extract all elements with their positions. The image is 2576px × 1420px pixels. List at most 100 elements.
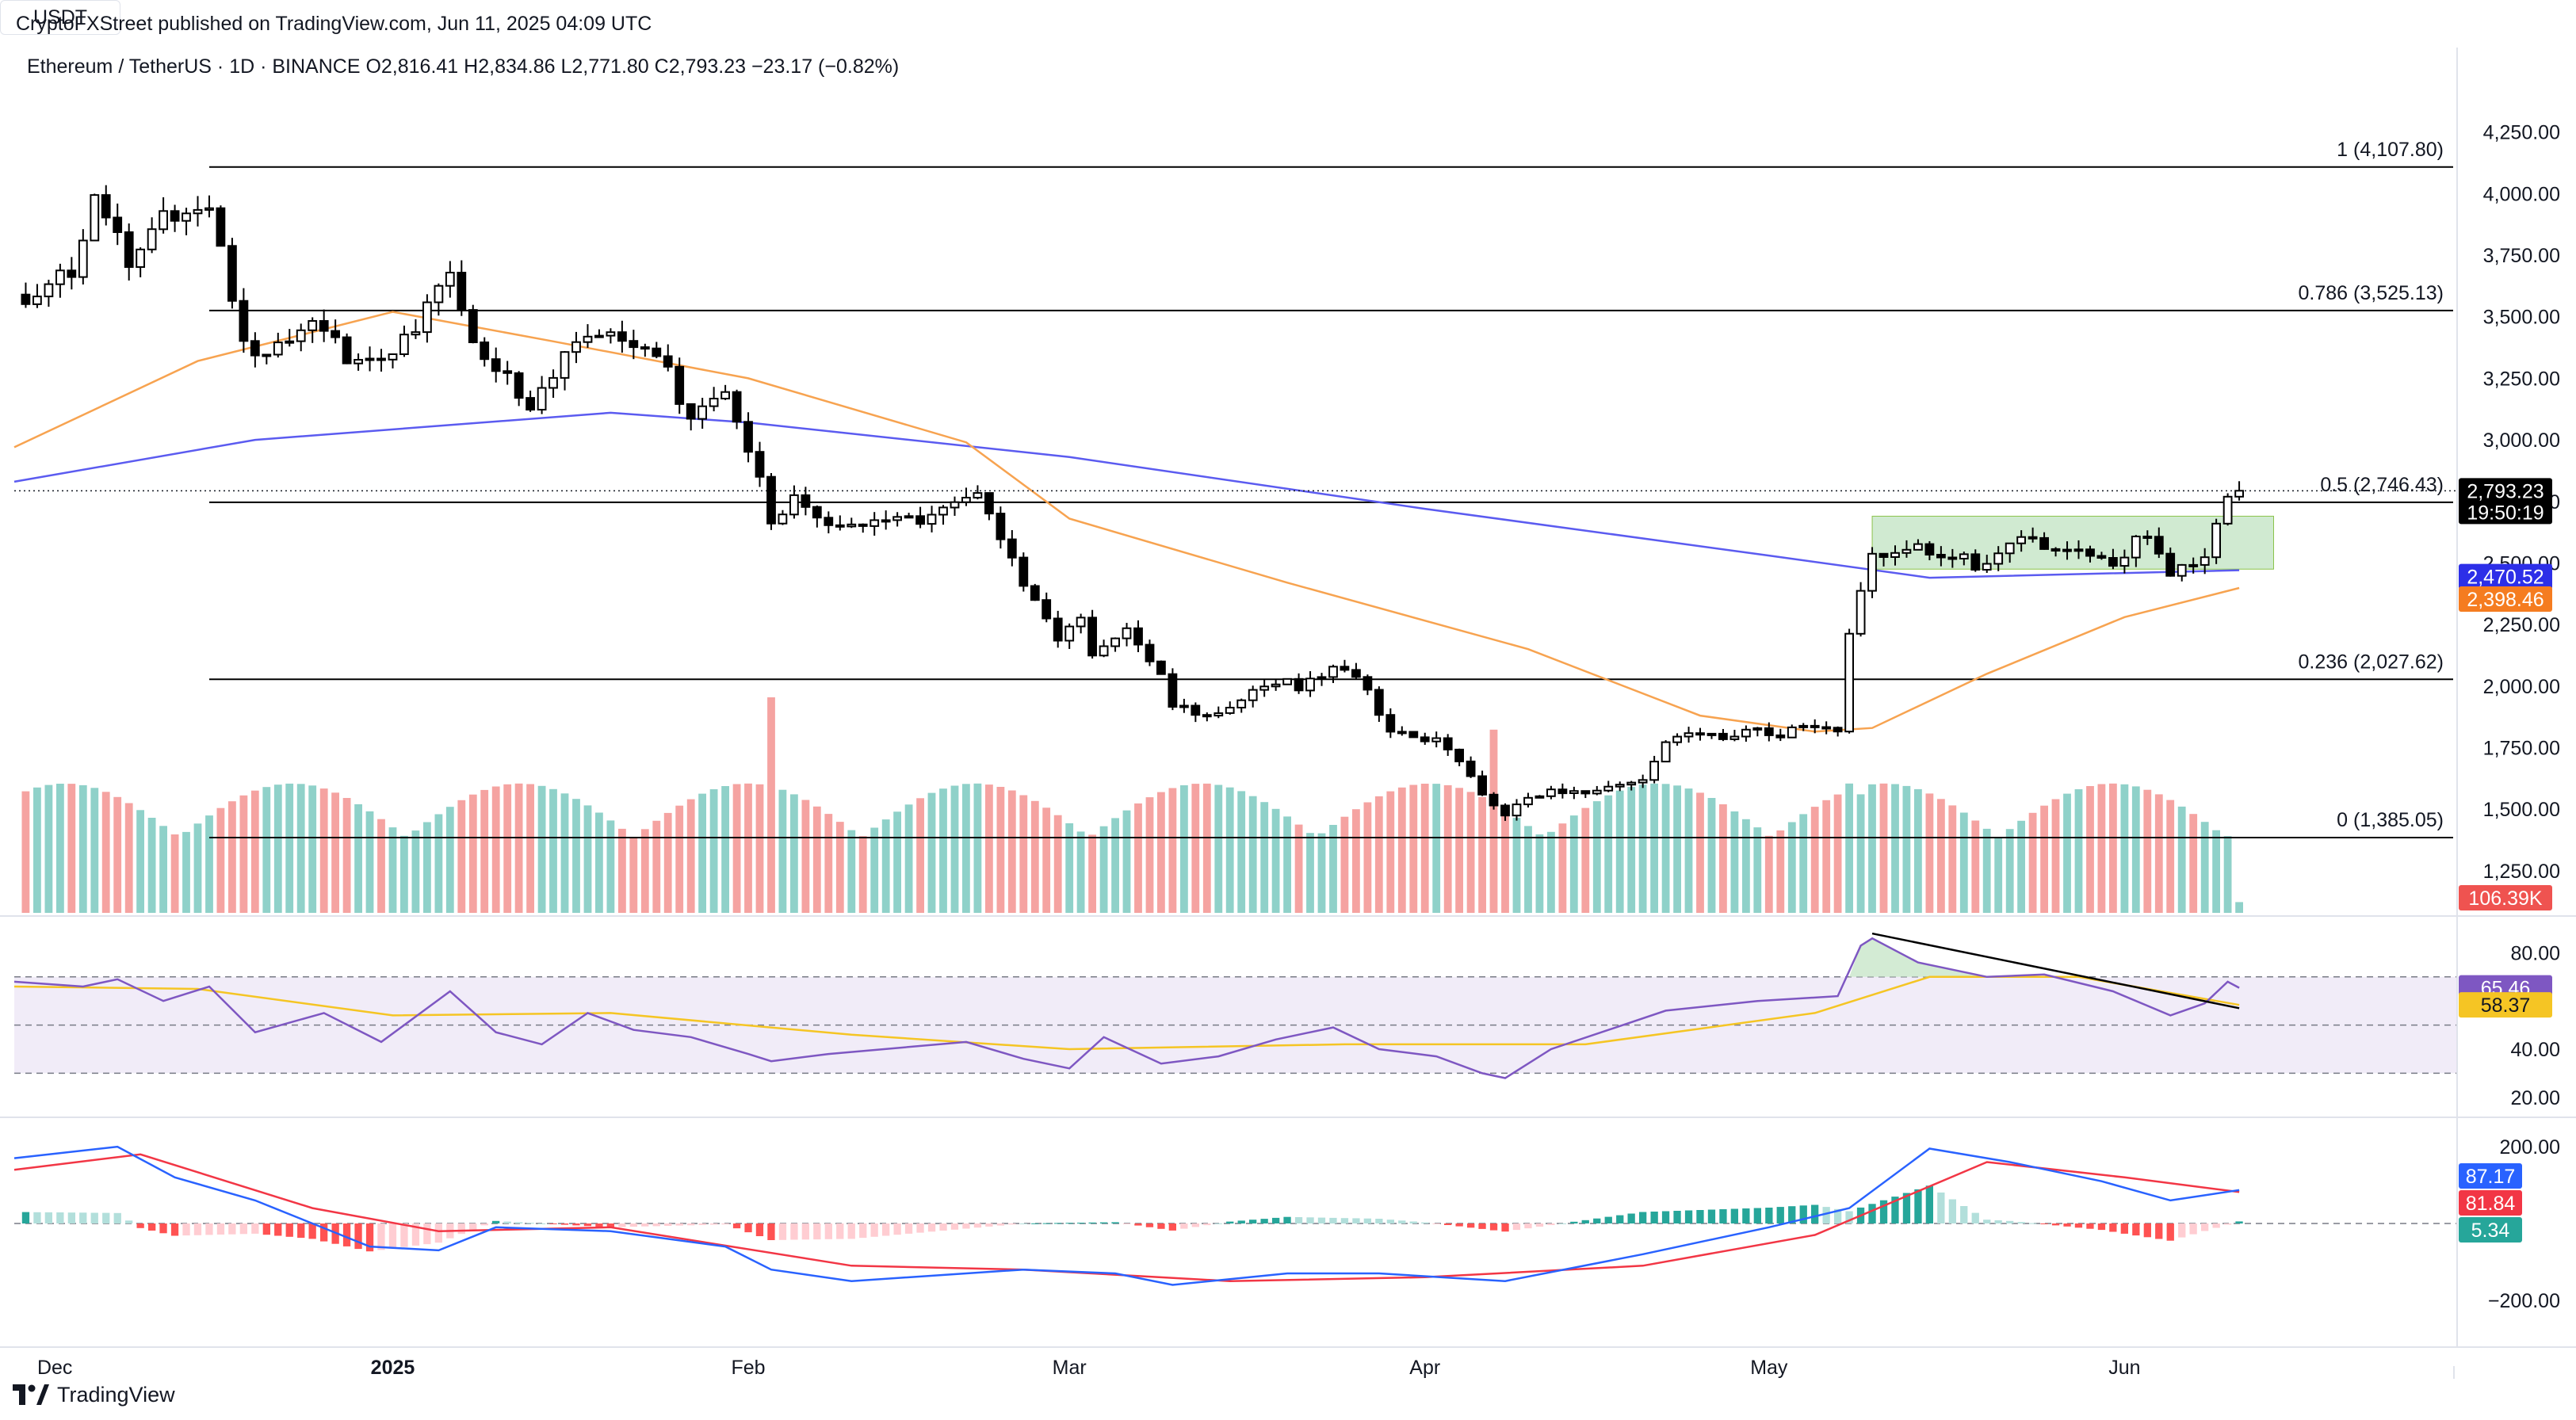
macd-histogram-bar <box>652 1223 660 1227</box>
candle-body <box>617 331 627 342</box>
volume-bar <box>755 784 764 913</box>
macd-histogram-bar <box>2029 1223 2037 1224</box>
candle-body <box>1225 707 1235 714</box>
volume-bar <box>790 794 798 913</box>
macd-histogram-bar <box>1467 1223 1475 1228</box>
candle-body <box>1833 727 1843 733</box>
candle-body <box>227 245 237 302</box>
candle-body <box>1752 727 1763 731</box>
volume-bar <box>1615 790 1624 913</box>
rsi-axis-tick-label: 20.00 <box>2510 1087 2560 1109</box>
macd-histogram-bar <box>469 1223 477 1230</box>
macd-histogram-bar <box>2006 1220 2014 1223</box>
macd-histogram-bar <box>1260 1219 1268 1223</box>
candle-body <box>869 519 880 527</box>
macd-histogram-bar <box>1157 1223 1165 1229</box>
candle-body <box>170 210 180 222</box>
candle-body <box>675 365 685 405</box>
fib-level-label: 0 (1,385.05) <box>2337 809 2444 831</box>
macd-histogram-bar <box>2051 1223 2060 1226</box>
volume-bar <box>1409 784 1418 913</box>
volume-bar <box>1386 791 1395 913</box>
candle-body <box>2062 548 2072 552</box>
volume-bar <box>2200 822 2209 913</box>
candle-body <box>1787 726 1797 739</box>
candle-body <box>273 342 283 356</box>
volume-bar <box>526 784 534 913</box>
price-axis-tick-label: 1,750.00 <box>2483 738 2560 760</box>
candle-body <box>1982 563 1992 571</box>
macd-histogram-bar <box>1616 1215 1624 1223</box>
tradingview-logo-icon <box>13 1384 49 1405</box>
volume-bar <box>468 794 477 913</box>
volume-bar <box>2028 812 2037 913</box>
candle-body <box>1294 678 1304 692</box>
volume-bar <box>2166 800 2175 913</box>
macd-histogram-bar <box>583 1223 592 1227</box>
volume-bar <box>1478 796 1486 913</box>
macd-histogram-bar <box>102 1212 110 1223</box>
volume-bar <box>560 793 569 913</box>
macd-histogram-bar <box>1134 1223 1142 1226</box>
candle-body <box>55 269 65 285</box>
candle-body <box>560 351 570 379</box>
candle-body <box>1041 599 1052 620</box>
tradingview-logo[interactable]: TradingView <box>13 1380 175 1409</box>
candle-body <box>938 506 948 516</box>
candle-body <box>686 403 696 420</box>
macd-histogram-bar <box>1593 1218 1601 1223</box>
macd-histogram-bar <box>2235 1221 2243 1223</box>
volume-bar <box>583 805 592 913</box>
volume-bar <box>2017 820 2025 913</box>
candle-body <box>652 347 662 357</box>
macd-histogram-bar <box>1983 1220 1991 1223</box>
macd-badge <box>2459 1217 2522 1242</box>
macd-histogram-bar <box>33 1212 41 1223</box>
macd-histogram-bar <box>950 1223 959 1230</box>
volume-bar <box>1214 784 1223 913</box>
macd-histogram-bar <box>411 1223 420 1246</box>
macd-histogram-bar <box>1432 1223 1440 1224</box>
time-axis-label: Mar <box>1053 1357 1087 1379</box>
volume-bar <box>1707 798 1716 913</box>
time-axis-label: Apr <box>1409 1357 1440 1379</box>
currency-button[interactable]: USDT <box>0 0 120 35</box>
symbol-info-line[interactable]: Ethereum / TetherUS · 1D · BINANCE O2,81… <box>27 55 900 78</box>
volume-bar <box>1134 803 1142 913</box>
volume-bar <box>1168 788 1177 913</box>
candle-body <box>927 513 937 525</box>
candle-body <box>90 194 100 242</box>
candle-body <box>1053 617 1063 642</box>
volume-bar <box>1994 837 2003 913</box>
rsi-overbought-fill <box>1849 938 1987 977</box>
volume-bar <box>1363 802 1372 913</box>
volume-bar <box>331 792 339 913</box>
volume-bar <box>1111 818 1119 913</box>
macd-histogram-bar <box>2017 1222 2025 1223</box>
volume-bar <box>950 785 959 913</box>
macd-histogram-bar <box>1375 1219 1383 1223</box>
volume-bar <box>296 784 305 913</box>
tradingview-logo-text: TradingView <box>57 1382 175 1407</box>
volume-bars <box>21 697 2243 913</box>
candle-body <box>732 391 742 423</box>
candle-body <box>44 283 54 298</box>
volume-bar <box>2086 786 2094 913</box>
volume-bar <box>434 814 443 913</box>
macd-histogram-bar <box>1604 1216 1612 1223</box>
volume-bar <box>1787 822 1796 913</box>
candle-body <box>1901 548 1912 554</box>
macd-histogram-bar <box>778 1223 787 1240</box>
volume-bar <box>354 804 362 913</box>
axes: 4,250.00 4,000.00 3,750.00 3,500.00 3,250.00… <box>0 48 2576 1379</box>
macd-histogram-bar <box>1971 1212 1979 1223</box>
volume-bar <box>1592 801 1601 913</box>
macd-histogram-bar <box>1696 1210 1704 1223</box>
volume-bar <box>549 788 557 913</box>
macd-histogram-bar <box>1581 1220 1589 1223</box>
macd-histogram-bar <box>182 1223 190 1236</box>
volume-bar <box>1317 833 1326 913</box>
macd-histogram-bar <box>1707 1209 1716 1223</box>
macd-histogram-bar <box>755 1223 764 1236</box>
